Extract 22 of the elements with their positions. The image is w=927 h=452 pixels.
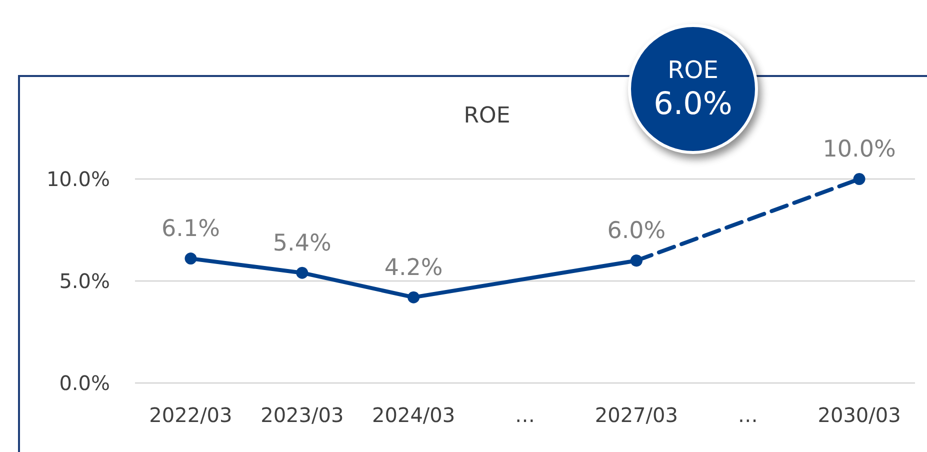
data-label: 5.4% bbox=[272, 230, 332, 256]
x-tick-label: 2023/03 bbox=[260, 403, 344, 427]
badge-circle: ROE 6.0% bbox=[628, 24, 758, 154]
y-tick-label: 10.0% bbox=[46, 167, 110, 191]
point bbox=[630, 254, 642, 267]
y-tick-label: 5.0% bbox=[59, 269, 110, 293]
y-tick-label: 0.0% bbox=[59, 371, 110, 395]
data-label: 6.0% bbox=[607, 218, 666, 244]
x-tick-label: 2024/03 bbox=[372, 403, 456, 427]
point bbox=[408, 291, 420, 304]
point bbox=[296, 266, 308, 279]
x-tick-label: 2022/03 bbox=[149, 403, 232, 427]
x-tick-label: … bbox=[515, 403, 535, 427]
point bbox=[184, 252, 197, 265]
data-label: 10.0% bbox=[822, 136, 896, 162]
x-tick-label: … bbox=[738, 403, 758, 427]
point bbox=[853, 173, 866, 185]
data-label: 6.1% bbox=[161, 216, 220, 242]
x-tick-label: 2030/03 bbox=[818, 403, 901, 427]
x-tick-label: 2027/03 bbox=[594, 403, 678, 427]
data-label: 4.2% bbox=[384, 254, 443, 281]
chart-title: ROE bbox=[464, 104, 510, 128]
